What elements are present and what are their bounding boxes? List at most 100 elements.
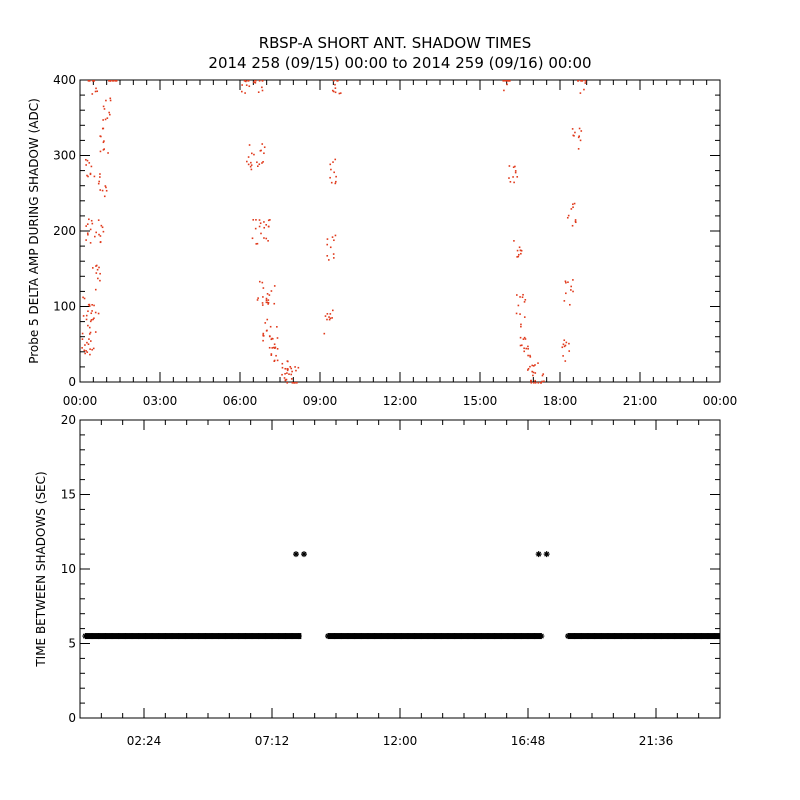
data-point: [248, 85, 251, 88]
data-point: [290, 367, 293, 370]
data-point-marker: [182, 633, 189, 640]
data-point: [531, 370, 534, 373]
data-point-marker: [691, 633, 698, 640]
data-point: [285, 378, 288, 381]
data-point: [508, 177, 510, 179]
data-point: [286, 368, 289, 370]
data-point: [89, 331, 92, 334]
data-point-marker: [295, 633, 302, 640]
data-point: [262, 161, 264, 163]
data-point: [328, 259, 330, 261]
data-point: [81, 347, 83, 349]
data-point: [248, 144, 251, 146]
data-point: [93, 80, 95, 82]
data-point-marker: [175, 633, 182, 640]
data-point: [274, 346, 277, 349]
data-point: [250, 168, 253, 171]
data-point: [288, 373, 290, 375]
data-point-marker: [671, 633, 678, 640]
data-point: [109, 97, 112, 100]
data-point: [95, 272, 98, 274]
data-point: [512, 166, 515, 169]
data-point: [85, 239, 87, 241]
data-point: [332, 161, 334, 163]
data-point-marker: [518, 633, 525, 640]
data-point: [263, 146, 266, 149]
data-point: [101, 226, 104, 229]
data-point-marker: [658, 633, 665, 640]
data-point: [83, 297, 86, 300]
data-point: [509, 181, 512, 183]
data-point: [87, 80, 90, 82]
data-point-marker: [345, 633, 351, 640]
data-point: [574, 220, 577, 223]
data-point: [529, 356, 532, 358]
data-point: [566, 216, 569, 219]
data-point: [519, 296, 521, 298]
data-point: [534, 372, 537, 374]
data-point: [88, 305, 91, 307]
data-point-marker: [538, 633, 545, 640]
data-point: [261, 86, 263, 89]
data-point: [281, 362, 284, 365]
data-point: [105, 99, 107, 102]
data-point-marker: [209, 633, 215, 640]
data-point: [508, 165, 511, 167]
data-point: [571, 128, 574, 130]
data-point: [521, 296, 524, 299]
data-point: [252, 219, 255, 221]
data-point-marker: [149, 633, 155, 640]
data-point-marker: [365, 633, 371, 640]
data-point: [106, 117, 109, 119]
data-point: [324, 315, 327, 317]
data-point: [513, 181, 515, 184]
data-point: [260, 232, 262, 235]
y-tick-label: 20: [61, 413, 76, 427]
data-point: [572, 279, 574, 281]
data-point-marker: [531, 633, 538, 640]
data-point-marker: [471, 633, 478, 640]
data-point-marker: [598, 633, 605, 640]
data-point: [273, 285, 276, 287]
x-tick-label: 03:00: [143, 394, 178, 408]
data-point-marker: [578, 633, 585, 640]
data-point: [568, 350, 571, 352]
y-tick-label: 400: [53, 73, 76, 87]
data-point: [523, 350, 526, 353]
data-point: [266, 293, 269, 295]
data-point: [519, 313, 521, 315]
data-point: [268, 335, 271, 337]
data-point-marker: [398, 633, 405, 640]
data-point: [254, 80, 256, 82]
x-tick-label: 21:36: [639, 734, 674, 748]
data-point-marker: [465, 633, 471, 640]
data-point-marker: [631, 633, 638, 640]
data-point-marker: [565, 633, 571, 640]
data-point: [99, 235, 102, 237]
data-point: [89, 242, 92, 244]
data-point: [105, 189, 108, 192]
data-point-marker: [451, 633, 458, 640]
data-point: [330, 168, 332, 171]
data-point: [532, 365, 535, 367]
data-point: [244, 92, 246, 94]
data-point: [102, 119, 104, 121]
data-point-marker: [571, 633, 578, 640]
data-point: [96, 268, 99, 271]
data-point: [99, 173, 101, 175]
data-point: [581, 80, 584, 82]
data-point-marker: [338, 633, 345, 640]
x-tick-label: 06:00: [223, 394, 258, 408]
data-point: [256, 242, 259, 245]
y-tick-label: 200: [53, 224, 76, 238]
data-point: [99, 150, 102, 153]
data-point: [250, 161, 252, 164]
data-point: [99, 241, 102, 243]
data-point: [267, 302, 270, 304]
data-point-marker: [705, 633, 711, 640]
data-point: [329, 163, 332, 166]
data-point: [87, 324, 89, 327]
data-point: [326, 243, 329, 246]
x-tick-label: 07:12: [255, 734, 290, 748]
